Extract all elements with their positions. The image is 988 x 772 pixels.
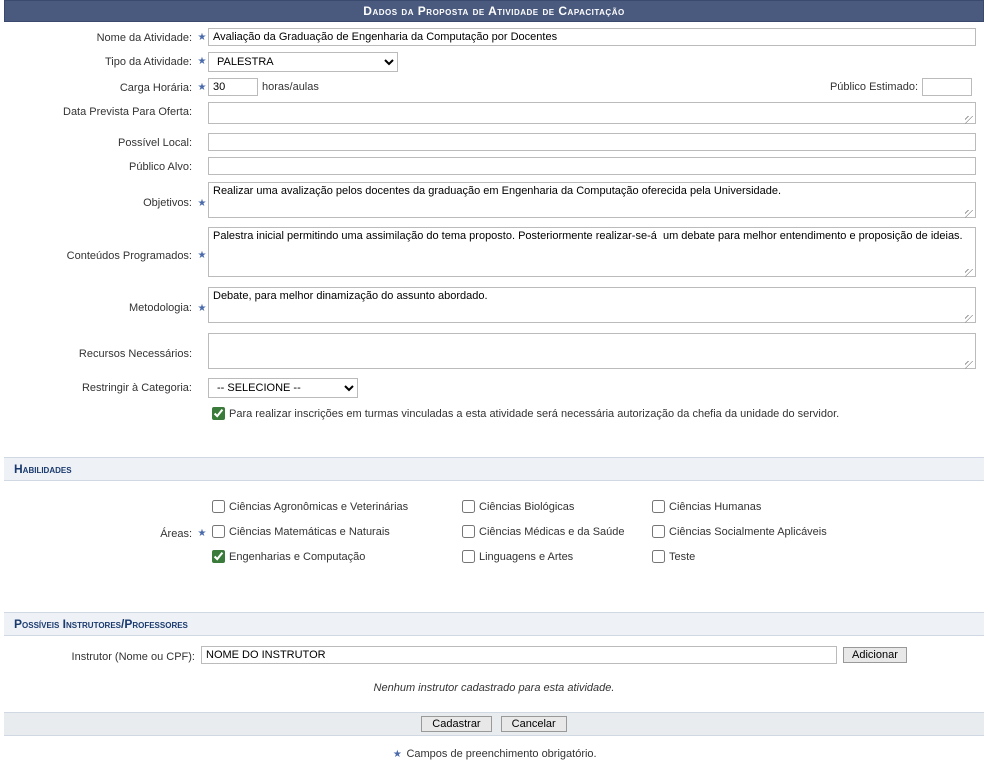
area-label: Engenharias e Computação — [229, 551, 365, 563]
cadastrar-button[interactable]: Cadastrar — [421, 716, 491, 732]
area-item: Ciências Médicas e da Saúde — [458, 522, 648, 541]
area-item: Ciências Agronômicas e Veterinárias — [208, 497, 458, 516]
area-checkbox[interactable] — [462, 550, 475, 563]
label-possivel-local: Possível Local: — [6, 133, 196, 149]
restringir-categoria-select[interactable]: -- SELECIONE -- — [208, 378, 358, 398]
label-publico-estimado: Público Estimado: — [830, 81, 918, 93]
footnote: ★ Campos de preenchimento obrigatório. — [4, 748, 984, 760]
label-restringir: Restringir à Categoria: — [6, 378, 196, 394]
area-label: Ciências Biológicas — [479, 501, 574, 513]
required-star-icon: ★ — [391, 749, 403, 760]
section-habilidades: Habilidades — [4, 457, 984, 481]
required-star-icon: ★ — [196, 299, 208, 314]
data-prevista-input[interactable] — [208, 102, 976, 124]
area-item: Linguagens e Artes — [458, 547, 648, 566]
area-checkbox[interactable] — [212, 525, 225, 538]
label-data-prevista: Data Prevista Para Oferta: — [6, 102, 196, 118]
required-star-icon: ★ — [196, 52, 208, 67]
form-header: Dados da Proposta de Atividade de Capaci… — [4, 0, 984, 22]
tipo-atividade-select[interactable]: PALESTRA — [208, 52, 398, 72]
label-areas: Áreas: — [6, 524, 196, 540]
area-item: Ciências Socialmente Aplicáveis — [648, 522, 898, 541]
area-item: Teste — [648, 547, 898, 566]
areas-grid: Ciências Agronômicas e Veterinárias Ciênc… — [208, 497, 898, 566]
recursos-input[interactable] — [208, 333, 976, 369]
label-objetivos: Objetivos: — [6, 193, 196, 209]
autorizacao-chefia-checkbox[interactable] — [212, 407, 225, 420]
conteudos-input[interactable] — [208, 227, 976, 277]
area-checkbox[interactable] — [652, 525, 665, 538]
area-checkbox[interactable] — [462, 525, 475, 538]
area-checkbox[interactable] — [212, 550, 225, 563]
msg-nenhum-instrutor: Nenhum instrutor cadastrado para esta at… — [4, 682, 984, 694]
area-label: Ciências Humanas — [669, 501, 761, 513]
area-label: Ciências Médicas e da Saúde — [479, 526, 625, 538]
publico-estimado-input[interactable] — [922, 78, 972, 96]
label-nome: Nome da Atividade: — [6, 28, 196, 44]
required-star-icon: ★ — [196, 78, 208, 93]
horas-suffix: horas/aulas — [262, 81, 319, 93]
required-star-icon: ★ — [196, 28, 208, 43]
area-label: Ciências Matemáticas e Naturais — [229, 526, 390, 538]
area-item: Ciências Matemáticas e Naturais — [208, 522, 458, 541]
area-item: Ciências Biológicas — [458, 497, 648, 516]
label-instrutor: Instrutor (Nome ou CPF): — [4, 647, 199, 663]
label-recursos: Recursos Necessários: — [6, 344, 196, 360]
area-item: Engenharias e Computação — [208, 547, 458, 566]
label-carga: Carga Horária: — [6, 78, 196, 94]
label-metodologia: Metodologia: — [6, 298, 196, 314]
carga-horaria-input[interactable] — [208, 78, 258, 96]
area-label: Ciências Agronômicas e Veterinárias — [229, 501, 408, 513]
footer-actions: Cadastrar Cancelar — [4, 712, 984, 736]
cancelar-button[interactable]: Cancelar — [501, 716, 567, 732]
label-tipo: Tipo da Atividade: — [6, 52, 196, 68]
section-instrutores: Possíveis Instrutores/Professores — [4, 612, 984, 636]
area-label: Linguagens e Artes — [479, 551, 573, 563]
footnote-text: Campos de preenchimento obrigatório. — [406, 748, 596, 760]
adicionar-button[interactable]: Adicionar — [843, 647, 907, 663]
required-star-icon: ★ — [196, 246, 208, 261]
objetivos-input[interactable] — [208, 182, 976, 218]
area-label: Ciências Socialmente Aplicáveis — [669, 526, 827, 538]
required-star-icon: ★ — [196, 524, 208, 539]
autorizacao-chefia-label: Para realizar inscrições em turmas vincu… — [229, 408, 839, 420]
area-item: Ciências Humanas — [648, 497, 898, 516]
area-checkbox[interactable] — [652, 550, 665, 563]
publico-alvo-input[interactable] — [208, 157, 976, 175]
area-checkbox[interactable] — [462, 500, 475, 513]
required-star-icon: ★ — [196, 194, 208, 209]
nome-atividade-input[interactable] — [208, 28, 976, 46]
metodologia-input[interactable] — [208, 287, 976, 323]
label-conteudos: Conteúdos Programados: — [6, 246, 196, 262]
instrutor-input[interactable] — [201, 646, 837, 664]
possivel-local-input[interactable] — [208, 133, 976, 151]
label-publico-alvo: Público Alvo: — [6, 157, 196, 173]
area-checkbox[interactable] — [652, 500, 665, 513]
area-checkbox[interactable] — [212, 500, 225, 513]
area-label: Teste — [669, 551, 695, 563]
